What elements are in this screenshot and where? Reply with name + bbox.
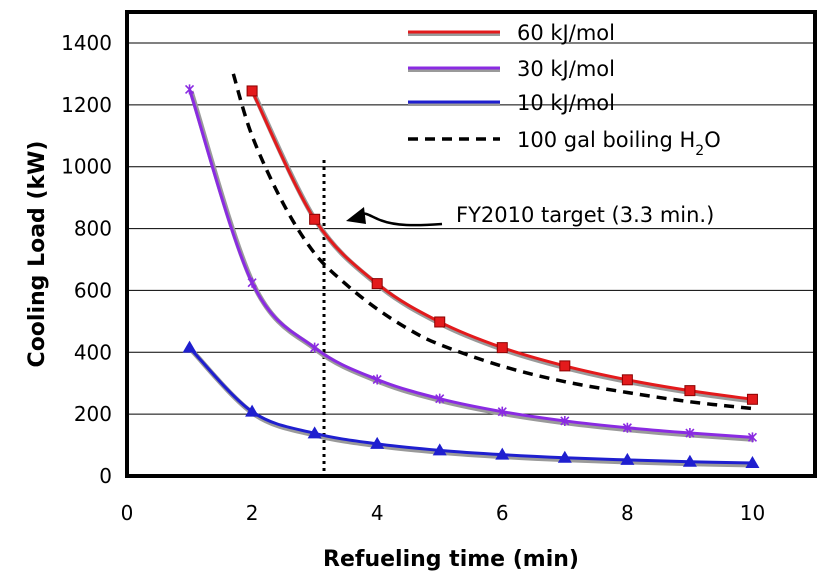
legend-label-part: 2: [695, 143, 704, 159]
star-marker: [560, 415, 570, 426]
star-marker: [622, 422, 632, 433]
y-tick-label: 800: [74, 217, 112, 241]
x-axis-title: Refueling time (min): [323, 547, 579, 572]
plot-frame: [125, 10, 817, 478]
annotation-arrowhead: [346, 207, 366, 224]
y-tick-label: 1000: [61, 155, 112, 179]
series-0: [246, 85, 758, 405]
legend-label: 100 gal boiling H2O: [517, 128, 721, 159]
legend-label-part: 100 gal boiling H: [517, 128, 695, 152]
square-marker: [246, 85, 258, 97]
triangle-marker: [620, 452, 635, 465]
legend-label: 60 kJ/mol: [517, 21, 615, 45]
star-marker: [747, 432, 758, 443]
annotation-label: FY2010 target (3.3 min.): [456, 203, 714, 227]
star-marker: [685, 428, 695, 439]
y-tick-label: 400: [74, 340, 112, 364]
annotation-arrow: [359, 212, 443, 227]
triangle-marker: [557, 450, 572, 463]
y-tick-label: 0: [99, 464, 112, 488]
series-2: [182, 340, 760, 469]
series-layer: [182, 73, 760, 469]
series-1: [184, 84, 758, 443]
x-tick-label: 4: [371, 501, 384, 525]
star-marker: [184, 84, 195, 95]
square-marker: [559, 360, 571, 372]
x-tick-label: 0: [121, 501, 134, 525]
triangle-marker: [682, 454, 697, 467]
y-tick-label: 1200: [61, 93, 112, 117]
star-marker: [372, 374, 382, 385]
series-3: [231, 73, 753, 411]
square-marker: [309, 213, 321, 225]
triangle-marker: [182, 340, 197, 353]
square-marker: [684, 385, 696, 397]
triangle-marker: [432, 443, 447, 456]
legend: 60 kJ/mol 30 kJ/mol 10 kJ/mol 100 gal boili…: [408, 21, 721, 159]
legend-label: 10 kJ/mol: [517, 91, 615, 115]
annotation: FY2010 target (3.3 min.): [346, 203, 714, 227]
star-marker: [435, 393, 445, 404]
triangle-marker: [370, 436, 385, 449]
legend-label: 30 kJ/mol: [517, 57, 615, 81]
star-marker: [497, 406, 507, 417]
x-tick-label: 2: [246, 501, 259, 525]
square-marker: [621, 374, 633, 386]
series-line: [231, 73, 753, 411]
star-marker: [310, 342, 320, 353]
star-marker: [247, 277, 257, 288]
x-tick-label: 10: [740, 501, 765, 525]
axis-layer: 0 200 400 600 800 1000 1200 1400 0 2 4 6 8 10: [61, 31, 765, 525]
square-marker: [496, 342, 508, 354]
y-axis-title: Cooling Load (kW): [25, 141, 50, 368]
square-marker: [371, 278, 383, 290]
y-tick-label: 200: [74, 402, 112, 426]
triangle-marker: [307, 426, 322, 439]
triangle-marker: [245, 404, 260, 417]
series-line: [188, 346, 753, 465]
y-tick-label: 600: [74, 278, 112, 302]
square-marker: [746, 393, 758, 405]
y-tick-label: 1400: [61, 31, 112, 55]
triangle-marker: [495, 447, 510, 460]
square-marker: [434, 316, 446, 328]
x-tick-label: 6: [496, 501, 509, 525]
legend-label-part: O: [704, 128, 721, 152]
x-tick-label: 8: [621, 501, 634, 525]
triangle-marker: [745, 456, 760, 469]
